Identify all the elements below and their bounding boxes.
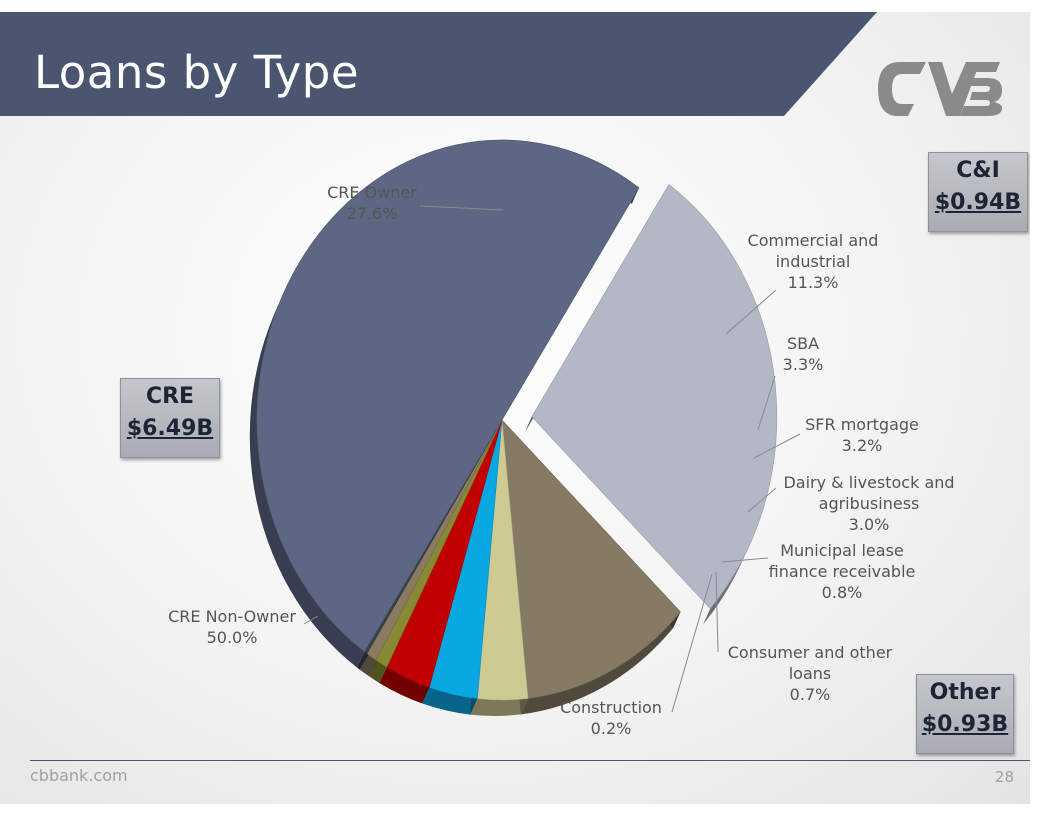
pie-slice-side-3: [422, 687, 478, 715]
pie-label-line: CRE Non-Owner: [168, 607, 296, 626]
cre-callout-value: $6.49B: [126, 416, 214, 441]
pie-label-2: SBA 3.3%: [783, 334, 824, 374]
pie-slice-side-2: [470, 698, 529, 716]
pie-label-line: SBA: [787, 334, 819, 353]
footer-site: cbbank.com: [30, 766, 128, 785]
pie-label-line: loans: [789, 664, 832, 683]
pie-slice-side-1: [520, 611, 681, 715]
pie-leader-0: [419, 205, 504, 211]
pie-slice-side-5: [368, 660, 387, 684]
pie-label-line: 3.3%: [783, 355, 824, 374]
pie-leader-7: [671, 573, 713, 713]
pie-label-line: 3.0%: [849, 515, 890, 534]
cre-callout: CRE $6.49B: [120, 378, 220, 458]
pie-label-8: CRE Non-Owner 50.0%: [168, 607, 296, 647]
pie-label-line: Commercial and: [748, 231, 879, 250]
page-number: 28: [994, 768, 1014, 786]
pie-leader-2: [757, 375, 776, 431]
other-callout: Other $0.93B: [916, 674, 1014, 754]
pie-leader-lines: [303, 205, 801, 713]
pie-slice-side-4: [379, 667, 430, 704]
cre-callout-label: CRE: [145, 384, 195, 409]
pie-label-6: Consumer and other loans 0.7%: [728, 643, 893, 704]
pie-label-line: Dairy & livestock and: [783, 473, 954, 492]
pie-leader-4: [747, 487, 777, 513]
pie-label-line: agribusiness: [819, 494, 920, 513]
pie-label-line: industrial: [776, 252, 851, 271]
pie-label-line: 0.7%: [790, 685, 831, 704]
pie-label-3: SFR mortgage 3.2%: [805, 415, 919, 455]
pie-label-line: 11.3%: [788, 273, 839, 292]
other-callout-label: Other: [929, 680, 1001, 705]
pie-slice-1: [501, 419, 681, 699]
pie-label-0: CRE Owner 27.6%: [327, 183, 417, 223]
pie-label-line: SFR mortgage: [805, 415, 919, 434]
ci-callout: C&I $0.94B: [928, 152, 1028, 232]
footer-divider: [30, 760, 1030, 761]
pie-label-line: 0.2%: [591, 719, 632, 738]
loans-pie-chart: CRE Owner 27.6% Commercial and industrial 11…: [168, 139, 955, 738]
pie-labels: CRE Owner 27.6% Commercial and industrial 11…: [168, 183, 954, 738]
page-title: Loans by Type: [34, 46, 360, 99]
pie-slice-side-6: [359, 653, 377, 677]
pie-slices: [256, 139, 778, 701]
pie-label-line: Municipal lease: [780, 541, 904, 560]
pie-leader-5: [721, 557, 769, 563]
pie-label-line: 0.8%: [822, 583, 863, 602]
pie-leader-6: [715, 571, 719, 653]
pie-leader-1: [725, 289, 777, 335]
cvb-logo-icon: [878, 62, 1002, 116]
pie-label-5: Municipal lease finance receivable 0.8%: [769, 541, 916, 602]
pie-label-line: 27.6%: [347, 204, 398, 223]
pie-leader-3: [753, 433, 801, 459]
slide: Loans by Type CRE Owner 27.6% Commercial a…: [0, 12, 1030, 804]
title-banner: [0, 12, 877, 116]
pie-leader-8: [303, 615, 319, 625]
pie-slice-8: [256, 139, 640, 653]
other-callout-value: $0.93B: [921, 712, 1009, 737]
ci-callout-value: $0.94B: [934, 190, 1022, 215]
pie-label-line: CRE Owner: [327, 183, 417, 202]
pie-label-7: Construction 0.2%: [560, 698, 662, 738]
pie-label-line: Construction: [560, 698, 662, 717]
pie-slice-side-7: [357, 651, 367, 670]
pie-label-line: 3.2%: [842, 436, 883, 455]
pie-label-4: Dairy & livestock and agribusiness 3.0%: [783, 473, 954, 534]
pie-label-1: Commercial and industrial 11.3%: [748, 231, 879, 292]
pie-label-line: Consumer and other: [728, 643, 893, 662]
pie-label-line: finance receivable: [769, 562, 916, 581]
pie-slice-0: [531, 184, 778, 610]
pie-label-line: 50.0%: [207, 628, 258, 647]
ci-callout-label: C&I: [956, 158, 1000, 183]
